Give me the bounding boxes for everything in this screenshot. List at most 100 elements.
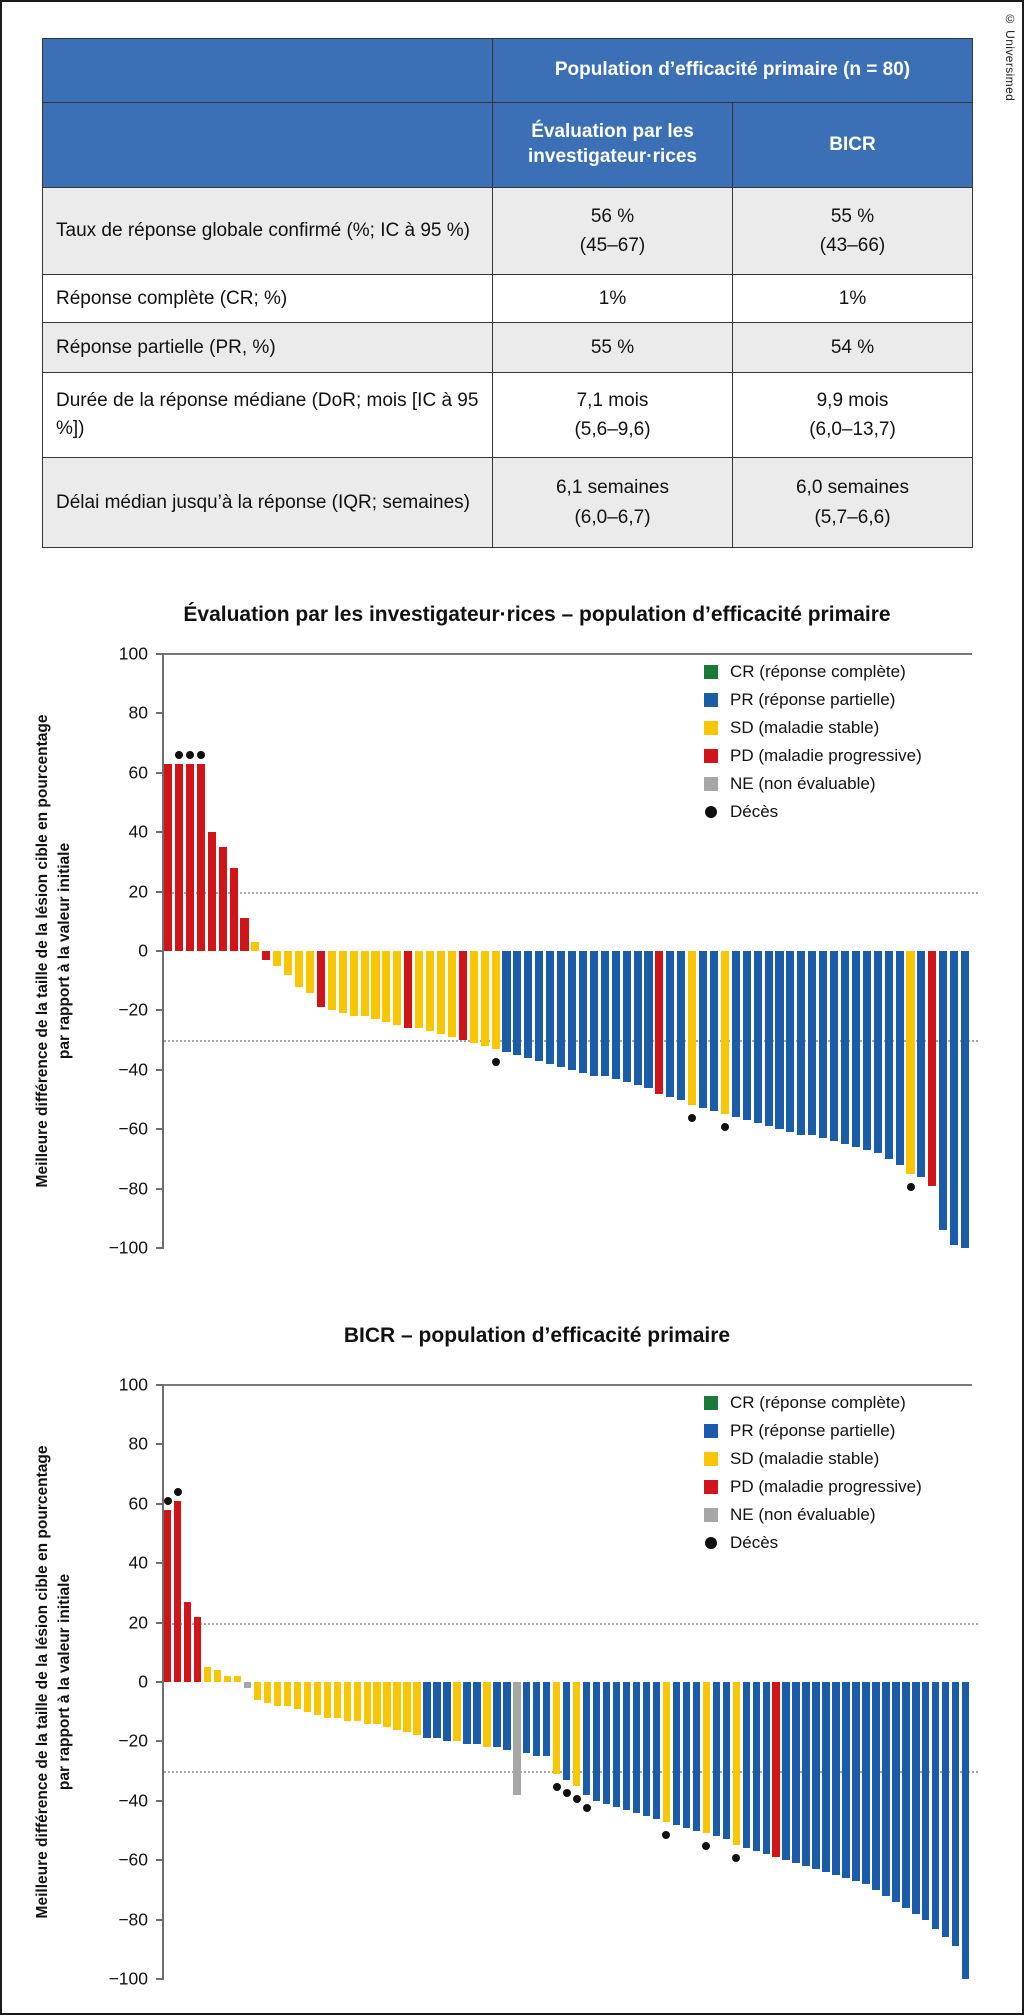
investigator-value-cell: 7,1 mois (5,6–9,6) <box>492 372 733 458</box>
value-line: 1% <box>838 287 867 309</box>
death-dot <box>572 1794 581 1803</box>
threshold-gridline <box>164 1622 978 1625</box>
waterfall-bar-PR <box>443 1682 451 1742</box>
legend-swatch-PD <box>704 749 718 763</box>
y-tick-label: −60 <box>118 1849 148 1870</box>
waterfall-bar-PR <box>902 1682 910 1908</box>
y-tick-label: 0 <box>138 940 148 961</box>
waterfall-bar-PD <box>928 951 937 1186</box>
investigator-value-cell: 55 % <box>492 322 733 373</box>
y-tick-label: −80 <box>118 1178 148 1199</box>
y-tick-label: 80 <box>128 1433 148 1454</box>
legend-label: SD (maladie stable) <box>730 1449 880 1468</box>
waterfall-bar-PD <box>185 763 194 951</box>
waterfall-bar-SD <box>360 951 369 1017</box>
y-tick-label: −20 <box>118 999 148 1020</box>
waterfall-bar-SD <box>323 1682 331 1718</box>
chart-title: BICR – population d’efficacité primaire <box>343 1324 731 1347</box>
table-header-row-columns: Évaluation par les investigateur·rices B… <box>42 102 973 188</box>
value-line: (5,7–6,6) <box>814 506 891 528</box>
y-tick-mark <box>156 950 164 952</box>
y-axis-label: Meilleure différence de la taille de la … <box>34 714 73 1188</box>
value-line: 56 % <box>590 205 635 227</box>
legend-swatch-PR <box>704 693 718 707</box>
legend-swatch-PD <box>704 1480 718 1494</box>
waterfall-bar-PR <box>892 1682 900 1902</box>
waterfall-bar-SD <box>273 1682 282 1706</box>
legend-swatch-CR <box>704 1396 718 1410</box>
header-investigator-cell: Évaluation par les investigateur·rices <box>492 102 733 188</box>
waterfall-bar-SD <box>662 1682 671 1822</box>
y-tick-label: 0 <box>138 1671 148 1692</box>
waterfall-bar-PR <box>819 951 828 1139</box>
death-dot <box>732 1854 741 1863</box>
waterfall-bar-SD <box>295 951 304 987</box>
waterfall-bar-PR <box>582 1682 591 1795</box>
y-tick-label: −100 <box>108 1968 148 1989</box>
results-table-body: Taux de réponse globale confirmé (%; IC … <box>42 187 973 548</box>
y-tick-label: 60 <box>128 762 148 783</box>
waterfall-bar-PD <box>229 867 238 951</box>
row-label: Durée de la réponse médiane (DoR; mois [… <box>42 372 493 458</box>
waterfall-bar-PD <box>240 918 249 951</box>
legend-item: SD (maladie stable) <box>704 1445 922 1473</box>
waterfall-bar-PR <box>602 1682 611 1804</box>
legend-swatch-CR <box>704 665 718 679</box>
waterfall-bar-SD <box>426 951 435 1032</box>
legend-label: Décès <box>730 802 779 821</box>
y-tick-label: 20 <box>128 1612 148 1633</box>
investigator-value-cell: 6,1 semaines (6,0–6,7) <box>492 457 733 548</box>
copyright-credit: © Universimed <box>1003 12 1017 102</box>
legend-swatch-NE <box>704 1508 718 1522</box>
legend-label: NE (non évaluable) <box>730 1505 876 1524</box>
waterfall-bar-PD <box>218 847 227 951</box>
legend-item: PR (réponse partielle) <box>704 1417 922 1445</box>
bicr-value-cell: 55 % (43–66) <box>732 187 973 275</box>
y-tick-label: 100 <box>118 643 148 664</box>
death-dot <box>196 750 205 759</box>
waterfall-bar-PR <box>578 951 587 1073</box>
legend-item: NE (non évaluable) <box>704 770 922 798</box>
waterfall-bar-PR <box>568 951 577 1070</box>
waterfall-bar-SD <box>480 951 489 1047</box>
waterfall-bar-SD <box>415 951 424 1029</box>
legend-label: CR (réponse complète) <box>730 1393 906 1412</box>
zero-baseline <box>164 653 972 655</box>
waterfall-bar-SD <box>436 951 446 1035</box>
waterfall-bar-PR <box>502 951 511 1052</box>
waterfall-plot: CR (réponse complète) PR (réponse partiel… <box>109 1375 978 1989</box>
value-line: (45–67) <box>579 235 646 256</box>
death-marker-icon <box>705 806 717 818</box>
value-line: (6,0–6,7) <box>574 506 651 528</box>
waterfall-bar-PR <box>922 1682 930 1920</box>
y-tick-label: −60 <box>118 1118 148 1139</box>
waterfall-bar-NE <box>243 1682 252 1688</box>
waterfall-bar-PR <box>722 1682 730 1840</box>
waterfall-bar-PR <box>962 1682 970 1979</box>
y-tick-mark <box>156 771 164 774</box>
table-row: Taux de réponse globale confirmé (%; IC … <box>42 187 973 275</box>
waterfall-bar-PR <box>842 1682 850 1879</box>
y-tick-mark <box>156 1009 164 1012</box>
legend-item: CR (réponse complète) <box>704 1389 922 1417</box>
row-label: Taux de réponse globale confirmé (%; IC … <box>42 187 493 275</box>
waterfall-bar-PR <box>840 951 850 1145</box>
legend-item: PD (maladie progressive) <box>704 742 922 770</box>
investigator-value-cell: 56 % (45–67) <box>492 187 733 275</box>
table-row: Réponse complète (CR; %) 1% 1% <box>42 274 973 323</box>
value-line: (43–66) <box>819 235 886 256</box>
waterfall-bar-SD <box>263 1682 272 1703</box>
death-dot <box>491 1058 500 1066</box>
waterfall-bar-PR <box>463 1682 471 1745</box>
waterfall-bar-PR <box>423 1682 431 1739</box>
waterfall-bar-SD <box>403 1682 411 1733</box>
waterfall-bar-PR <box>611 951 620 1079</box>
waterfall-bar-PD <box>262 951 271 960</box>
legend-label: PD (maladie progressive) <box>730 1477 922 1496</box>
y-tick-mark <box>156 1187 164 1190</box>
row-label: Réponse partielle (PR, %) <box>42 322 493 373</box>
y-tick-label: 20 <box>128 881 148 902</box>
legend-item: Décès <box>704 798 922 826</box>
waterfall-bar-PR <box>692 1682 701 1831</box>
